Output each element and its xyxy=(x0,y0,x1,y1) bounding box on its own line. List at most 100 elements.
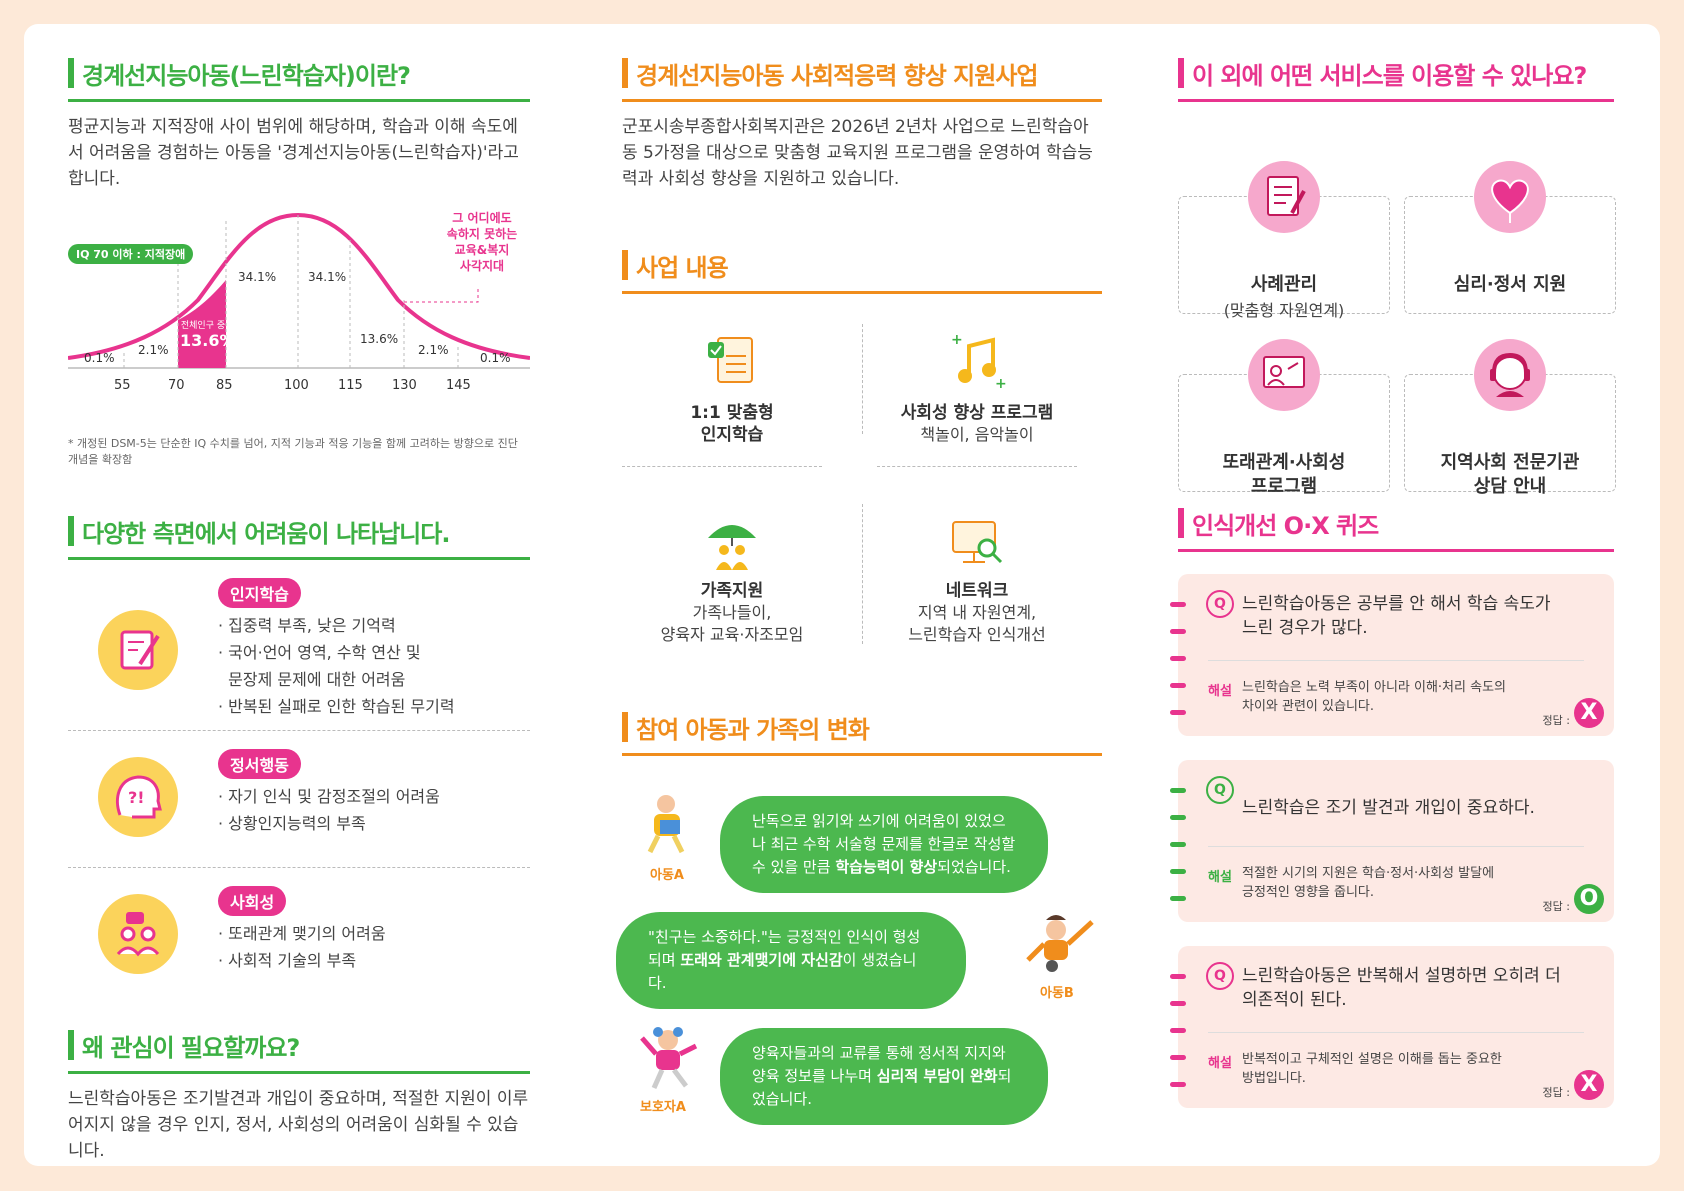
family-umbrella-icon xyxy=(708,525,756,570)
quiz-explanation: 반복적이고 구체적인 설명은 이해를 돕는 중요한 방법입니다. xyxy=(1242,1052,1502,1086)
difficulty-items: · 집중력 부족, 낮은 기억력 · 국어·언어 영역, 수학 연산 및 문장제… xyxy=(218,616,455,716)
question-icon: Q xyxy=(1206,776,1234,804)
pct-label: 0.1% xyxy=(84,351,115,365)
answer-x-icon: X xyxy=(1574,1070,1604,1100)
guardian-cheering-icon xyxy=(640,1027,698,1090)
head-question-icon: ?! xyxy=(98,757,178,837)
changes-list: 아동A 난독으로 읽기와 쓰기에 어려움이 있었으나 최근 수학 서술형 문제를… xyxy=(616,756,1102,1125)
pct-label: 0.1% xyxy=(480,351,511,365)
people-chat-icon xyxy=(98,894,178,974)
question-icon: Q xyxy=(1206,962,1234,990)
change-bubble-guardian-a: 양육자들과의 교류를 통해 정서적 지지와 양육 정보를 나누며 심리적 부담이… xyxy=(720,1028,1048,1125)
quiz-explanation: 적절한 시기의 지원은 학습·정서·사회성 발달에 긍정적인 영향을 줍니다. xyxy=(1242,866,1495,900)
biz-item-family: 가족지원 가족나들이, 양육자 교육·자조모임 xyxy=(632,512,832,646)
pct-label: 34.1% xyxy=(238,270,277,284)
difficulty-tag: 인지학습 xyxy=(218,578,301,608)
blind-spot-callout: 그 어디에도 속하지 못하는 교육&복지 사각지대 xyxy=(446,211,518,273)
tick-label: 115 xyxy=(338,378,363,393)
section-title-difficulties: 다양한 측면에서 어려움이 나타납니다. xyxy=(68,514,530,560)
quiz-question: 느린학습아동은 반복해서 설명하면 오히려 더 의존적이 된다. xyxy=(1242,966,1561,1010)
section-title-content: 사업 내용 xyxy=(622,248,1102,294)
svg-text:+: + xyxy=(951,332,963,348)
difficulty-list: 인지학습 · 집중력 부족, 낮은 기억력 · 국어·언어 영역, 수학 연산 … xyxy=(68,578,530,1004)
child-a-label: 아동A xyxy=(650,868,684,883)
quiz-question: 느린학습아동은 공부를 안 해서 학습 속도가 느린 경우가 많다. xyxy=(1242,594,1551,638)
difficulty-items: · 또래관계 맺기의 어려움 · 사회적 기술의 부족 xyxy=(218,924,386,970)
section-title-program: 경계선지능아동 사회적응력 향상 지원사업 xyxy=(622,56,1102,102)
section-title-why: 왜 관심이 필요할까요? xyxy=(68,1028,530,1074)
quiz-item-1: Q 느린학습아동은 공부를 안 해서 학습 속도가 느린 경우가 많다. 해설 … xyxy=(1170,574,1614,736)
monitor-search-icon xyxy=(952,521,1003,564)
column-left: 경계선지능아동(느린학습자)이란? 평균지능과 지적장애 사이 범위에 해당하며… xyxy=(68,24,530,1164)
difficulty-tag: 사회성 xyxy=(218,886,287,916)
section-title-definition: 경계선지능아동(느린학습자)이란? xyxy=(68,56,530,102)
highlight-label: 전체인구 중 13.6% xyxy=(180,321,236,350)
headset-icon xyxy=(1474,339,1546,411)
section-title-changes: 참여 아동과 가족의 변화 xyxy=(622,710,1102,756)
music-note-icon: ++ xyxy=(951,332,1007,392)
answer-label: 정답 : xyxy=(1542,714,1570,727)
pct-label: 2.1% xyxy=(138,343,169,357)
question-icon: Q xyxy=(1206,590,1234,618)
explanation-label: 해설 xyxy=(1208,870,1232,885)
iq-badge: IQ 70 이하 : 지적장애 xyxy=(68,244,194,264)
quiz-question: 느린학습은 조기 발견과 개입이 중요하다. xyxy=(1242,798,1535,818)
difficulty-cognitive: 인지학습 · 집중력 부족, 낮은 기억력 · 국어·언어 영역, 수학 연산 … xyxy=(68,578,530,730)
change-bubble-child-a: 난독으로 읽기와 쓰기에 어려움이 있었으나 최근 수학 서술형 문제를 한글로… xyxy=(720,796,1048,893)
bell-curve-svg xyxy=(68,212,530,369)
difficulty-social: 사회성 · 또래관계 맺기의 어려움 · 사회적 기술의 부족 xyxy=(68,886,530,1004)
service-case-management: 사례관리 (맞춤형 자원연계) xyxy=(1178,161,1390,320)
column-middle: 경계선지능아동 사회적응력 향상 지원사업 군포시송부종합사회복지관은 2026… xyxy=(616,24,1102,1125)
pct-label: 2.1% xyxy=(418,343,449,357)
answer-x-icon: X xyxy=(1574,698,1604,728)
brochure-page: 경계선지능아동(느린학습자)이란? 평균지능과 지적장애 사이 범위에 해당하며… xyxy=(24,24,1660,1166)
services-grid: 사례관리 (맞춤형 자원연계) 심리·정서 지원 또래관계·사회성 프로그램 xyxy=(1178,102,1616,497)
guardian-a-label: 보호자A xyxy=(640,1100,686,1115)
service-peer-program: 또래관계·사회성 프로그램 xyxy=(1178,339,1390,497)
difficulty-items: · 자기 인식 및 감정조절의 어려움 · 상황인지능력의 부족 xyxy=(218,787,440,833)
tick-label: 55 xyxy=(114,378,131,393)
explanation-label: 해설 xyxy=(1208,1056,1232,1071)
why-text: 느린학습아동은 조기발견과 개입이 중요하며, 적절한 지원이 이루어지지 않을… xyxy=(68,1089,529,1161)
section-title-services: 이 외에 어떤 서비스를 이용할 수 있나요? xyxy=(1178,56,1614,102)
child-b-label: 아동B xyxy=(1040,986,1074,1001)
divider xyxy=(68,867,530,868)
service-community-counsel: 지역사회 전문기관 상담 안내 xyxy=(1404,339,1616,497)
biz-item-cognitive: 1:1 맞춤형 인지학습 xyxy=(632,332,832,446)
tick-label: 70 xyxy=(168,378,185,393)
column-right: 이 외에 어떤 서비스를 이용할 수 있나요? 사례관리 (맞춤형 자원연계) … xyxy=(1170,24,1616,1134)
answer-o-icon: O xyxy=(1574,884,1604,914)
presentation-icon xyxy=(1248,339,1320,411)
quiz-item-3: Q 느린학습아동은 반복해서 설명하면 오히려 더 의존적이 된다. 해설 반복… xyxy=(1170,946,1614,1108)
biz-item-social: + + 사회성 향상 프로그램 책놀이, 음악놀이 xyxy=(900,332,1054,444)
quiz-explanation: 느린학습은 노력 부족이 아니라 이해·처리 속도의 차이와 관련이 있습니다. xyxy=(1242,680,1506,714)
document-check-icon xyxy=(708,337,753,383)
service-psychological: 심리·정서 지원 xyxy=(1404,161,1616,314)
difficulty-tag: 정서행동 xyxy=(218,749,301,779)
quiz-item-2: Q 느린학습은 조기 발견과 개입이 중요하다. 해설 적절한 시기의 지원은 … xyxy=(1170,760,1614,922)
pct-label: 13.6% xyxy=(360,332,399,346)
tick-label: 85 xyxy=(216,378,233,393)
heart-icon xyxy=(1474,161,1546,233)
dsm-note: * 개정된 DSM-5는 단순한 IQ 수치를 넘어, 지적 기능과 적응 기능… xyxy=(68,437,518,466)
svg-text:?!: ?! xyxy=(128,788,145,807)
child-cheering-icon xyxy=(1026,915,1094,972)
definition-text: 평균지능과 지적장애 사이 범위에 해당하며, 학습과 이해 속도에서 어려움을… xyxy=(68,117,519,189)
biz-item-network: 네트워크 지역 내 자원연계, 느린학습자 인식개선 xyxy=(877,512,1077,646)
program-intro: 군포시송부종합사회복지관은 2026년 2년차 사업으로 느린학습아동 5가정을… xyxy=(622,117,1093,189)
change-bubble-child-b: "친구는 소중하다."는 긍정적인 인식이 형성되며 또래와 관계맺기에 자신감… xyxy=(616,912,966,1009)
quiz-list: Q 느린학습아동은 공부를 안 해서 학습 속도가 느린 경우가 많다. 해설 … xyxy=(1170,574,1614,1134)
answer-label: 정답 : xyxy=(1542,1086,1570,1099)
divider xyxy=(68,730,530,731)
child-reading-icon xyxy=(647,795,685,854)
pct-label: 34.1% xyxy=(308,270,347,284)
difficulty-emotional: ?! 정서행동 · 자기 인식 및 감정조절의 어려움 · 상황인지능력의 부족 xyxy=(68,749,530,867)
answer-label: 정답 : xyxy=(1542,900,1570,913)
checklist-icon xyxy=(1248,161,1320,233)
pencil-note-icon xyxy=(98,610,178,690)
svg-text:+: + xyxy=(995,376,1007,392)
iq-distribution-chart: IQ 70 이하 : 지적장애 그 어디에도 속하지 못하는 교육&복지 사각지… xyxy=(68,200,530,430)
explanation-label: 해설 xyxy=(1208,684,1232,699)
tick-label: 130 xyxy=(392,378,417,393)
tick-label: 100 xyxy=(284,378,309,393)
